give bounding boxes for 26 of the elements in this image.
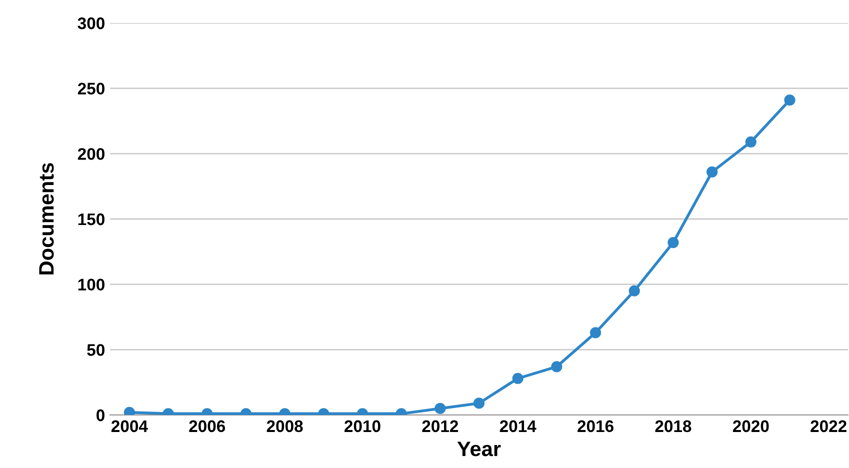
point	[628, 285, 640, 296]
point	[784, 94, 796, 106]
point	[512, 372, 524, 384]
x-tick-label: 2014	[500, 420, 536, 432]
x-tick-label: 2010	[344, 420, 380, 432]
x-tick-label: 2008	[266, 420, 303, 432]
x-tick-label: 2022	[810, 420, 846, 432]
x-tick-label: 2020	[732, 420, 769, 432]
point	[590, 327, 602, 338]
y-axis-title: Documents	[39, 163, 54, 274]
y-tick-label: 250	[78, 82, 104, 95]
y-tick-label: 0	[96, 409, 104, 422]
x-tick-label: 2012	[422, 420, 458, 432]
y-tick-label: 100	[78, 278, 104, 291]
y-tick-label: 150	[78, 213, 104, 226]
point	[668, 236, 679, 248]
point	[706, 166, 718, 178]
x-tick-label: 2004	[111, 420, 148, 432]
x-axis-title: Year	[457, 442, 501, 456]
x-tick-label: 2006	[189, 420, 226, 432]
point	[745, 136, 756, 148]
y-tick-label: 300	[78, 17, 104, 30]
y-tick-label: 50	[87, 344, 104, 356]
x-tick-label: 2016	[578, 420, 614, 432]
x-tick-label: 2018	[655, 420, 692, 432]
y-tick-label: 200	[78, 148, 104, 160]
